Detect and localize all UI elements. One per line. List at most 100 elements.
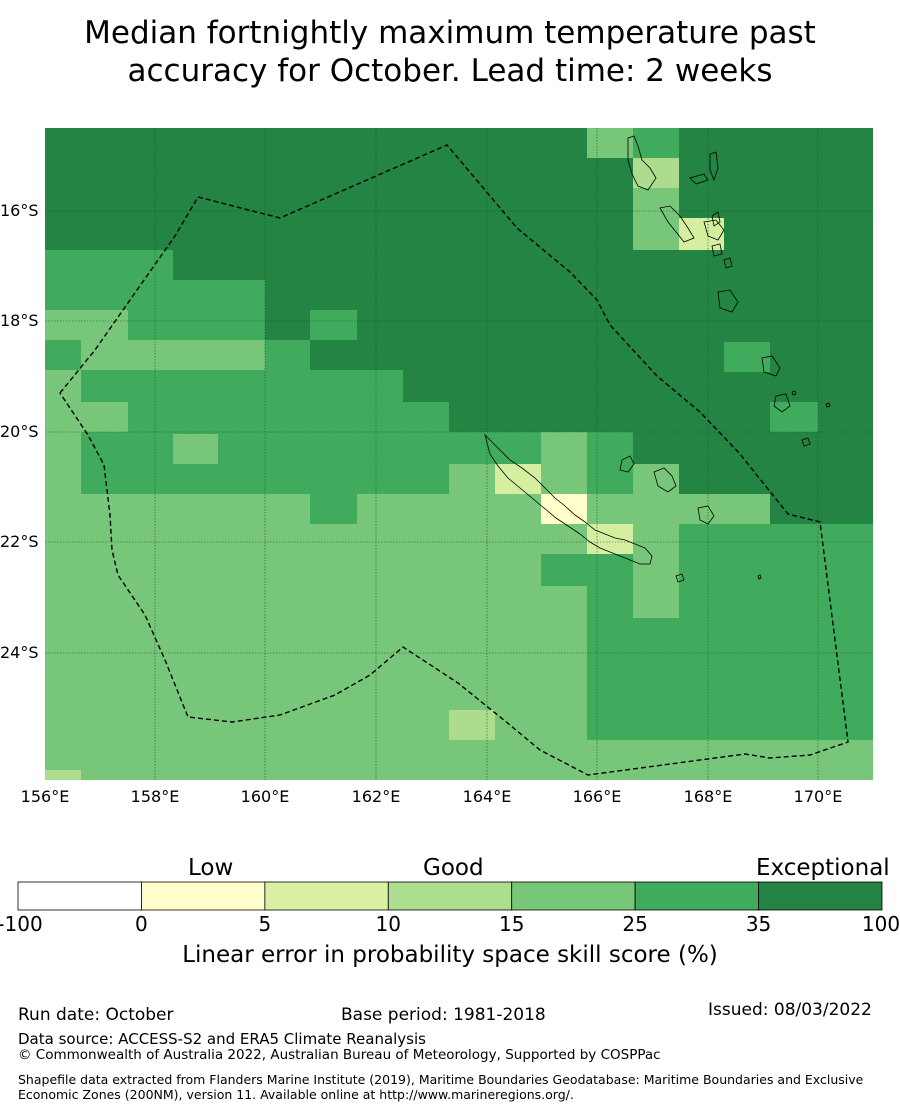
skill-cell xyxy=(633,586,679,618)
aneityum xyxy=(773,393,791,413)
title-line-2: accuracy for October. Lead time: 2 weeks xyxy=(127,53,773,89)
espiritu-santo xyxy=(627,135,657,191)
vanuatu-north-2 xyxy=(689,173,709,185)
colorbar-category-low: Low xyxy=(188,855,234,881)
colorbar-segment xyxy=(634,881,759,911)
colorbar-segment xyxy=(264,881,389,911)
colorbar-tick-label: 15 xyxy=(498,912,525,936)
lon-label-156e: 156°E xyxy=(20,787,70,806)
vanuatu-mid-1 xyxy=(711,211,721,227)
lon-label-158e: 158°E xyxy=(130,787,180,806)
colorbar-tick-label: 100 xyxy=(861,912,900,936)
skill-cell xyxy=(81,370,403,402)
lat-label-24s: 24°S xyxy=(0,643,39,662)
new-caledonia-coast xyxy=(484,433,653,565)
colorbar-segment xyxy=(758,881,883,911)
vanuatu-mid-3 xyxy=(723,257,733,269)
skill-cells xyxy=(45,128,873,780)
skill-cell xyxy=(81,432,449,494)
shapefile-credit: Shapefile data extracted from Flanders M… xyxy=(18,1072,864,1102)
skill-cell xyxy=(679,128,873,158)
colorbar-tick-label: 35 xyxy=(745,912,772,936)
graticule xyxy=(45,128,873,780)
skill-cell xyxy=(128,402,449,432)
lon-label-160e: 160°E xyxy=(240,787,290,806)
title-line-1: Median fortnightly maximum temperature p… xyxy=(84,15,816,51)
skill-cell xyxy=(724,342,770,372)
vanuatu-north-1 xyxy=(709,151,719,182)
loyalty-island-1 xyxy=(619,455,635,473)
isle-of-pines xyxy=(675,573,685,583)
colorbar-segment xyxy=(17,881,142,911)
skill-cell xyxy=(45,128,587,250)
colorbar-segment xyxy=(511,881,636,911)
copyright: © Commonwealth of Australia 2022, Austra… xyxy=(18,1047,661,1063)
skill-cell xyxy=(541,554,587,586)
skill-cell xyxy=(541,464,587,494)
lat-label-18s: 18°S xyxy=(0,311,39,330)
skill-cell xyxy=(310,494,357,524)
colorbar-label: Linear error in probability space skill … xyxy=(182,942,718,968)
skill-cell xyxy=(541,494,587,524)
skill-cell xyxy=(81,402,128,432)
skill-cell xyxy=(173,250,587,280)
skill-cell xyxy=(265,340,310,370)
chart-title: Median fortnightly maximum temperature p… xyxy=(0,14,900,90)
colorbar-category-good: Good xyxy=(423,855,484,881)
base-period: Base period: 1981-2018 xyxy=(341,1005,546,1025)
skill-cell xyxy=(587,128,633,158)
skill-cell xyxy=(310,340,587,370)
islet-1 xyxy=(757,574,762,580)
matthew-island xyxy=(791,390,797,396)
run-date: Run date: October xyxy=(18,1005,174,1025)
skill-cell xyxy=(173,434,218,464)
loyalty-island-3 xyxy=(697,505,715,525)
skill-cell xyxy=(587,432,633,494)
lon-label-162e: 162°E xyxy=(351,787,401,806)
walpole-island xyxy=(801,437,811,447)
skill-cell xyxy=(449,432,541,464)
skill-cell xyxy=(633,158,679,188)
skill-cell xyxy=(403,370,587,402)
lon-label-168e: 168°E xyxy=(683,787,733,806)
skill-cell xyxy=(310,310,357,340)
skill-cell xyxy=(770,402,818,432)
colorbar-segment xyxy=(387,881,513,911)
skill-cell xyxy=(863,770,873,780)
coastlines xyxy=(484,135,831,583)
skill-cell xyxy=(449,710,495,740)
islet-2 xyxy=(825,402,831,408)
data-source: Data source: ACCESS-S2 and ERA5 Climate … xyxy=(18,1030,426,1048)
colorbar-tick-label: 25 xyxy=(622,912,648,936)
skill-cell xyxy=(45,340,81,370)
skill-cell xyxy=(818,494,873,524)
colorbar-tick-label: -100 xyxy=(0,912,43,936)
lon-label-164e: 164°E xyxy=(462,787,512,806)
vanuatu-mid-2 xyxy=(711,243,723,257)
issued-date: Issued: 08/03/2022 xyxy=(708,1000,872,1020)
colorbar-category-exceptional: Exceptional xyxy=(756,855,890,881)
skill-cell xyxy=(587,740,770,780)
skill-cell xyxy=(633,188,679,250)
lat-label-16s: 16°S xyxy=(0,201,39,220)
colorbar xyxy=(17,881,883,911)
erromango xyxy=(717,289,739,313)
skill-cell xyxy=(633,128,679,158)
skill-cell xyxy=(587,586,873,740)
skill-cell xyxy=(587,128,873,432)
skill-cell xyxy=(449,402,587,432)
colorbar-tick-label: 10 xyxy=(375,912,401,936)
skill-cell xyxy=(128,280,265,340)
skill-cell xyxy=(45,770,81,780)
loyalty-island-2 xyxy=(653,467,677,493)
lat-label-22s: 22°S xyxy=(0,532,39,551)
lon-label-170e: 170°E xyxy=(793,787,843,806)
colorbar-tick-label: 0 xyxy=(135,912,148,936)
efate xyxy=(703,219,725,241)
lat-label-20s: 20°S xyxy=(0,422,39,441)
skill-cell xyxy=(45,310,127,340)
eez-boundary xyxy=(59,144,849,776)
lon-label-166e: 166°E xyxy=(572,787,622,806)
tanna xyxy=(761,355,781,377)
colorbar-segment xyxy=(141,881,266,911)
